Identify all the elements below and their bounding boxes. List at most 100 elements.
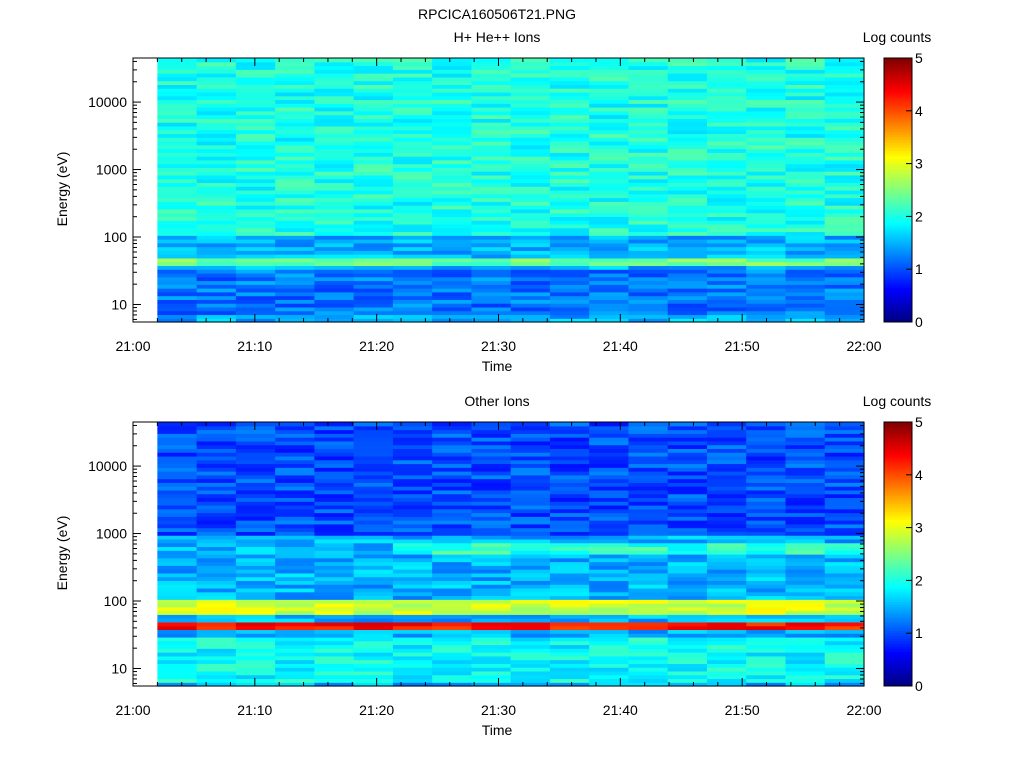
spectrogram-cell: [628, 242, 669, 248]
spectrogram-cell: [549, 572, 590, 578]
colorbar-segment: [884, 546, 912, 550]
spectrogram-cell: [157, 587, 198, 593]
spectrogram-cell: [471, 489, 512, 495]
spectrogram-cell: [432, 512, 473, 517]
spectrogram-cell: [353, 527, 394, 532]
spectrogram-cell: [510, 621, 551, 627]
spectrogram-cell: [628, 167, 669, 172]
spectrogram-cell: [432, 295, 473, 300]
spectrogram-cell: [549, 640, 590, 646]
spectrogram-cell: [628, 114, 669, 119]
spectrogram-cell: [471, 674, 512, 680]
spectrogram-cell: [706, 144, 747, 150]
spectrogram-cell: [824, 110, 865, 116]
spectrogram-cell: [667, 463, 708, 468]
spectrogram-cell: [785, 557, 826, 563]
spectrogram-cell: [706, 538, 747, 544]
spectrogram-cell: [785, 535, 826, 540]
spectrogram-cell: [275, 114, 315, 119]
spectrogram-cell: [353, 489, 394, 495]
spectrogram-cell: [432, 565, 473, 570]
spectrogram-cell: [471, 65, 512, 70]
spectrogram-cell: [157, 208, 198, 214]
spectrogram-cell: [589, 569, 630, 574]
spectrogram-cell: [235, 535, 276, 540]
spectrogram-cell: [746, 595, 787, 600]
spectrogram-cell: [196, 437, 237, 442]
spectrogram-cell: [510, 618, 551, 623]
spectrogram-cell: [824, 314, 865, 319]
spectrogram-cell: [589, 174, 630, 180]
colorbar-segment: [884, 604, 912, 608]
spectrogram-cell: [667, 303, 708, 308]
spectrogram-cell: [824, 433, 865, 438]
spectrogram-cell: [471, 299, 512, 304]
spectrogram-cell: [471, 276, 512, 282]
spectrogram-cell: [235, 73, 276, 78]
spectrogram-cell: [275, 306, 315, 312]
spectrogram-cell: [785, 272, 826, 278]
spectrogram-cell: [196, 425, 237, 431]
spectrogram-cell: [471, 429, 512, 434]
spectrogram-cell: [471, 580, 512, 585]
spectrogram-cell: [392, 629, 433, 634]
spectrogram-cell: [392, 314, 433, 319]
spectrogram-cell: [549, 486, 590, 491]
spectrogram-cell: [392, 569, 433, 574]
spectrogram-cell: [549, 239, 590, 244]
spectrogram-cell: [471, 535, 512, 540]
spectrogram-cell: [353, 306, 394, 312]
spectrogram-cell: [589, 606, 630, 612]
spectrogram-cell: [785, 95, 826, 101]
spectrogram-cell: [157, 295, 198, 300]
spectrogram-cell: [471, 633, 512, 638]
spectrogram-cell: [235, 467, 276, 472]
spectrogram-cell: [746, 674, 787, 680]
spectrogram-cell: [510, 276, 551, 282]
spectrogram-cell: [549, 659, 590, 664]
spectrogram-cell: [392, 152, 433, 157]
spectrogram-cell: [706, 516, 747, 521]
spectrogram-cell: [235, 471, 276, 476]
spectrogram-cell: [706, 535, 747, 540]
spectrogram-cell: [667, 425, 708, 431]
colorbar-segment: [884, 213, 912, 217]
spectrogram-cell: [196, 265, 237, 270]
spectrogram-cell: [314, 584, 355, 589]
spectrogram-cell: [785, 103, 826, 108]
y-axis-label: Energy (eV): [54, 516, 70, 591]
spectrogram-cell: [549, 621, 590, 627]
spectrogram-cell: [785, 69, 826, 74]
spectrogram-cell: [549, 88, 590, 93]
spectrogram-cell: [706, 474, 747, 480]
spectrogram-cell: [432, 306, 473, 312]
spectrogram-cell: [667, 471, 708, 476]
spectrogram-cell: [589, 595, 630, 600]
spectrogram-cell: [785, 239, 826, 244]
spectrogram-cell: [392, 425, 433, 431]
spectrogram-cell: [196, 444, 237, 449]
spectrogram-cell: [275, 205, 315, 210]
colorbar-tick-label: 4: [915, 467, 923, 483]
spectrogram-cell: [275, 65, 315, 70]
spectrogram-cell: [706, 569, 747, 574]
spectrogram-cell: [157, 314, 198, 319]
spectrogram-cell: [471, 629, 512, 634]
spectrogram-cell: [157, 618, 198, 623]
colorbar-segment: [884, 527, 912, 531]
spectrogram-cell: [746, 107, 787, 112]
spectrogram-cell: [157, 288, 198, 293]
spectrogram-cell: [628, 587, 669, 593]
spectrogram-cell: [628, 257, 669, 263]
spectrogram-cell: [746, 523, 787, 529]
spectrogram-cell: [314, 265, 355, 270]
spectrogram-cell: [706, 186, 747, 191]
colorbar-segment: [884, 65, 912, 70]
spectrogram-cell: [510, 561, 551, 566]
spectrogram-cell: [275, 508, 315, 514]
spectrogram-cell: [628, 118, 669, 123]
spectrogram-cell: [353, 152, 394, 157]
spectrogram-cell: [353, 572, 394, 578]
spectrogram-cell: [589, 250, 630, 255]
spectrogram-cell: [353, 433, 394, 438]
